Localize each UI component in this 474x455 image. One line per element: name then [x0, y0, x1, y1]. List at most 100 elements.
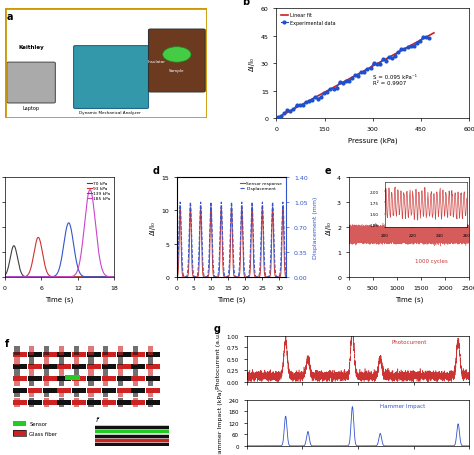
X-axis label: Pressure (kPa): Pressure (kPa): [348, 137, 398, 144]
Experimental data: [288, 109, 293, 115]
Experimental data: [383, 59, 389, 64]
Experimental data: [297, 103, 302, 108]
Displacement: [224, 274, 229, 280]
Experimental data: [386, 55, 392, 61]
Text: Glass fiber: Glass fiber: [29, 431, 57, 436]
Experimental data: [377, 62, 383, 67]
FancyBboxPatch shape: [148, 30, 205, 93]
Experimental data: [331, 87, 337, 92]
Line: 139 kPa: 139 kPa: [5, 223, 114, 277]
Displacement: [174, 273, 180, 279]
Sensor response: [174, 274, 180, 280]
Linear fit: [355, 72, 360, 78]
Legend: 70 kPa, 93 kPa, 139 kPa, 185 kPa: 70 kPa, 93 kPa, 139 kPa, 185 kPa: [86, 180, 112, 202]
Experimental data: [426, 36, 432, 42]
Text: f: f: [5, 338, 9, 348]
93 kPa: [88, 274, 94, 280]
Experimental data: [358, 70, 364, 76]
185 kPa: [111, 274, 117, 280]
Linear fit: [310, 96, 316, 102]
93 kPa: [36, 235, 41, 241]
Text: Sensor: Sensor: [29, 421, 47, 426]
Experimental data: [368, 66, 374, 72]
Experimental data: [346, 79, 352, 85]
Experimental data: [395, 50, 401, 56]
Displacement: [282, 235, 287, 240]
93 kPa: [8, 274, 13, 280]
Text: f': f': [95, 416, 100, 422]
FancyBboxPatch shape: [7, 63, 55, 104]
Bar: [13, 420, 26, 426]
Text: Sample: Sample: [169, 69, 184, 73]
Bar: [13, 430, 26, 436]
Experimental data: [401, 47, 407, 52]
Linear fit: [367, 66, 373, 71]
Experimental data: [303, 100, 309, 105]
93 kPa: [2, 274, 8, 280]
Experimental data: [315, 96, 321, 102]
Experimental data: [420, 35, 426, 41]
Text: a: a: [7, 12, 13, 22]
Experimental data: [309, 98, 315, 103]
Linear fit: [304, 100, 310, 106]
Displacement: [283, 273, 289, 279]
Line: 93 kPa: 93 kPa: [5, 238, 114, 277]
Line: Displacement: Displacement: [177, 202, 286, 277]
139 kPa: [2, 274, 8, 280]
Text: Keithley: Keithley: [18, 45, 44, 50]
Sensor response: [198, 205, 203, 210]
Experimental data: [352, 74, 358, 79]
Experimental data: [374, 62, 380, 67]
Experimental data: [414, 41, 419, 47]
Sensor response: [282, 254, 287, 260]
Experimental data: [319, 95, 324, 100]
139 kPa: [111, 274, 117, 280]
93 kPa: [109, 274, 114, 280]
70 kPa: [109, 274, 114, 280]
Experimental data: [291, 107, 296, 113]
Sensor response: [224, 274, 229, 280]
Displacement: [270, 201, 275, 206]
139 kPa: [52, 273, 58, 279]
185 kPa: [8, 274, 13, 280]
70 kPa: [109, 274, 114, 280]
93 kPa: [109, 274, 114, 280]
139 kPa: [109, 274, 114, 280]
Line: Experimental data: Experimental data: [277, 36, 430, 119]
Line: 185 kPa: 185 kPa: [5, 190, 114, 277]
93 kPa: [55, 274, 61, 280]
Line: Linear fit: Linear fit: [276, 34, 434, 119]
Experimental data: [417, 39, 423, 45]
93 kPa: [52, 274, 58, 280]
139 kPa: [55, 269, 61, 275]
Experimental data: [337, 80, 343, 86]
70 kPa: [55, 274, 61, 280]
Experimental data: [284, 108, 290, 114]
70 kPa: [2, 273, 8, 278]
Experimental data: [392, 54, 398, 60]
Experimental data: [312, 95, 318, 101]
Experimental data: [408, 44, 413, 50]
70 kPa: [88, 274, 94, 280]
X-axis label: Time (s): Time (s): [218, 295, 246, 302]
Text: Insulator: Insulator: [147, 60, 165, 64]
Text: Hammer Impact: Hammer Impact: [380, 403, 426, 408]
139 kPa: [66, 221, 72, 226]
Experimental data: [334, 86, 339, 91]
Text: Dynamic Mechanical Analyzer: Dynamic Mechanical Analyzer: [79, 111, 141, 115]
Sensor response: [283, 274, 289, 280]
185 kPa: [52, 274, 58, 280]
185 kPa: [2, 274, 8, 280]
70 kPa: [52, 274, 58, 280]
Displacement: [198, 200, 203, 205]
Y-axis label: Photocurrent (a.u.): Photocurrent (a.u.): [216, 329, 221, 389]
185 kPa: [87, 187, 93, 193]
Text: S = 0.095 kPa⁻¹
R² = 0.9907: S = 0.095 kPa⁻¹ R² = 0.9907: [373, 75, 417, 86]
70 kPa: [11, 243, 17, 249]
Linear fit: [423, 35, 429, 41]
Linear fit: [431, 31, 437, 36]
Experimental data: [321, 91, 327, 97]
Experimental data: [362, 70, 367, 75]
Experimental data: [405, 46, 410, 51]
Experimental data: [399, 48, 404, 53]
